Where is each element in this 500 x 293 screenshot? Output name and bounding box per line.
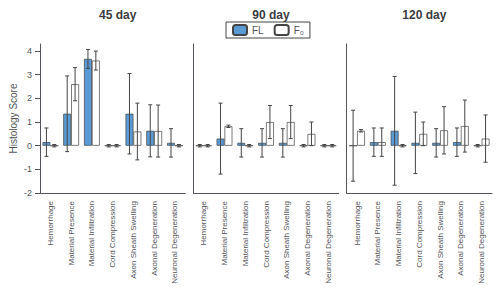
svg-text:FL: FL: [252, 25, 264, 36]
svg-text:Axon Sheath Swelling: Axon Sheath Swelling: [129, 201, 138, 279]
svg-text:F₀: F₀: [294, 25, 304, 36]
svg-text:Axonal Degeneration: Axonal Degeneration: [150, 201, 159, 276]
svg-text:Axon Sheath Swelling: Axon Sheath Swelling: [436, 201, 445, 279]
svg-text:Neuronal Degeneration: Neuronal Degeneration: [170, 201, 179, 284]
svg-text:Material Presence: Material Presence: [373, 200, 382, 265]
svg-text:3: 3: [27, 70, 32, 80]
svg-text:0: 0: [27, 141, 32, 151]
svg-text:2: 2: [27, 93, 32, 103]
svg-text:Material Infiltration: Material Infiltration: [87, 201, 96, 266]
svg-text:Neuronal Degeneration: Neuronal Degeneration: [477, 201, 486, 284]
svg-text:Hemorrhage: Hemorrhage: [199, 200, 208, 245]
svg-text:Material Infiltration: Material Infiltration: [241, 201, 250, 266]
svg-text:Hemorrhage: Hemorrhage: [353, 200, 362, 245]
svg-text:Cord Compression: Cord Compression: [262, 201, 271, 268]
svg-text:Axonal Degeneration: Axonal Degeneration: [303, 201, 312, 276]
svg-text:Axonal Degeneration: Axonal Degeneration: [456, 201, 465, 276]
svg-text:Material Presence: Material Presence: [220, 200, 229, 265]
svg-text:Neuronal Degeneration: Neuronal Degeneration: [324, 201, 333, 284]
svg-text:45 day: 45 day: [99, 8, 137, 22]
svg-text:90 day: 90 day: [252, 8, 290, 22]
svg-text:Cord Compression: Cord Compression: [108, 201, 117, 268]
svg-text:4: 4: [27, 46, 32, 56]
svg-text:Material Presence: Material Presence: [67, 200, 76, 265]
svg-text:Axon Sheath Swelling: Axon Sheath Swelling: [282, 201, 291, 279]
svg-text:-1: -1: [24, 164, 32, 174]
svg-text:Histology Score: Histology Score: [8, 83, 19, 153]
svg-text:-2: -2: [24, 188, 32, 198]
svg-text:Cord Compression: Cord Compression: [415, 201, 424, 268]
svg-text:1: 1: [27, 117, 32, 127]
svg-text:120 day: 120 day: [402, 8, 446, 22]
svg-text:Hemorrhage: Hemorrhage: [46, 200, 55, 245]
svg-text:Material Infiltration: Material Infiltration: [394, 201, 403, 266]
